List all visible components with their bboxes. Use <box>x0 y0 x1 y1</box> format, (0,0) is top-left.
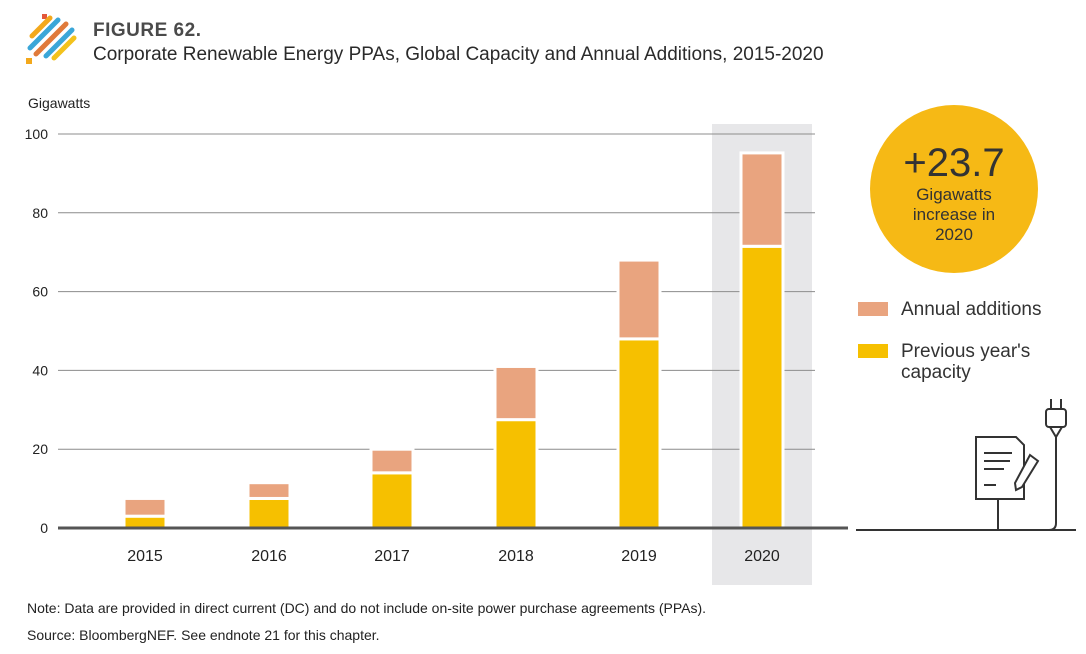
x-tick-label: 2020 <box>744 548 780 565</box>
bar-annual-additions <box>616 258 662 341</box>
legend-label-previous-capacity: Previous year's capacity <box>901 341 1031 383</box>
y-tick-label: 40 <box>32 362 48 378</box>
chart-source: Source: BloombergNEF. See endnote 21 for… <box>27 627 380 643</box>
x-tick-label: 2017 <box>374 548 410 565</box>
bar-previous-capacity <box>122 514 168 530</box>
x-tick-label: 2019 <box>621 548 657 565</box>
bar-annual-additions <box>246 481 292 500</box>
bar-previous-capacity <box>246 496 292 530</box>
callout-bubble: +23.7 Gigawatts increase in 2020 <box>870 105 1038 273</box>
callout-text: Gigawatts increase in 2020 <box>912 185 996 244</box>
y-tick-label: 60 <box>32 284 48 300</box>
bar-previous-capacity <box>739 244 785 530</box>
chart-note: Note: Data are provided in direct curren… <box>27 600 707 616</box>
figure-label: FIGURE 62. <box>93 20 202 41</box>
figure-title: Corporate Renewable Energy PPAs, Global … <box>93 44 824 65</box>
bar-previous-capacity <box>616 337 662 530</box>
x-tick-label: 2015 <box>127 548 163 565</box>
y-tick-label: 80 <box>32 205 48 221</box>
bar-annual-additions <box>739 151 785 248</box>
bar-annual-additions <box>369 447 415 475</box>
x-tick-label: 2018 <box>498 548 534 565</box>
x-tick-label: 2016 <box>251 548 287 565</box>
legend-label-annual-additions: Annual additions <box>901 299 1042 320</box>
bar-annual-additions <box>493 364 539 422</box>
y-tick-label: 20 <box>32 441 48 457</box>
legend-swatch-previous-capacity <box>858 344 888 358</box>
bar-annual-additions <box>122 496 168 518</box>
y-tick-label: 0 <box>40 520 48 536</box>
document-plug-illustration-icon <box>856 399 1076 531</box>
y-axis-title: Gigawatts <box>28 95 90 111</box>
bar-previous-capacity <box>493 418 539 530</box>
report-logo-icon <box>26 14 77 64</box>
y-tick-label: 100 <box>25 126 49 142</box>
legend-swatch-annual-additions <box>858 302 888 316</box>
callout-value: +23.7 <box>903 141 1005 185</box>
bar-previous-capacity <box>369 471 415 530</box>
